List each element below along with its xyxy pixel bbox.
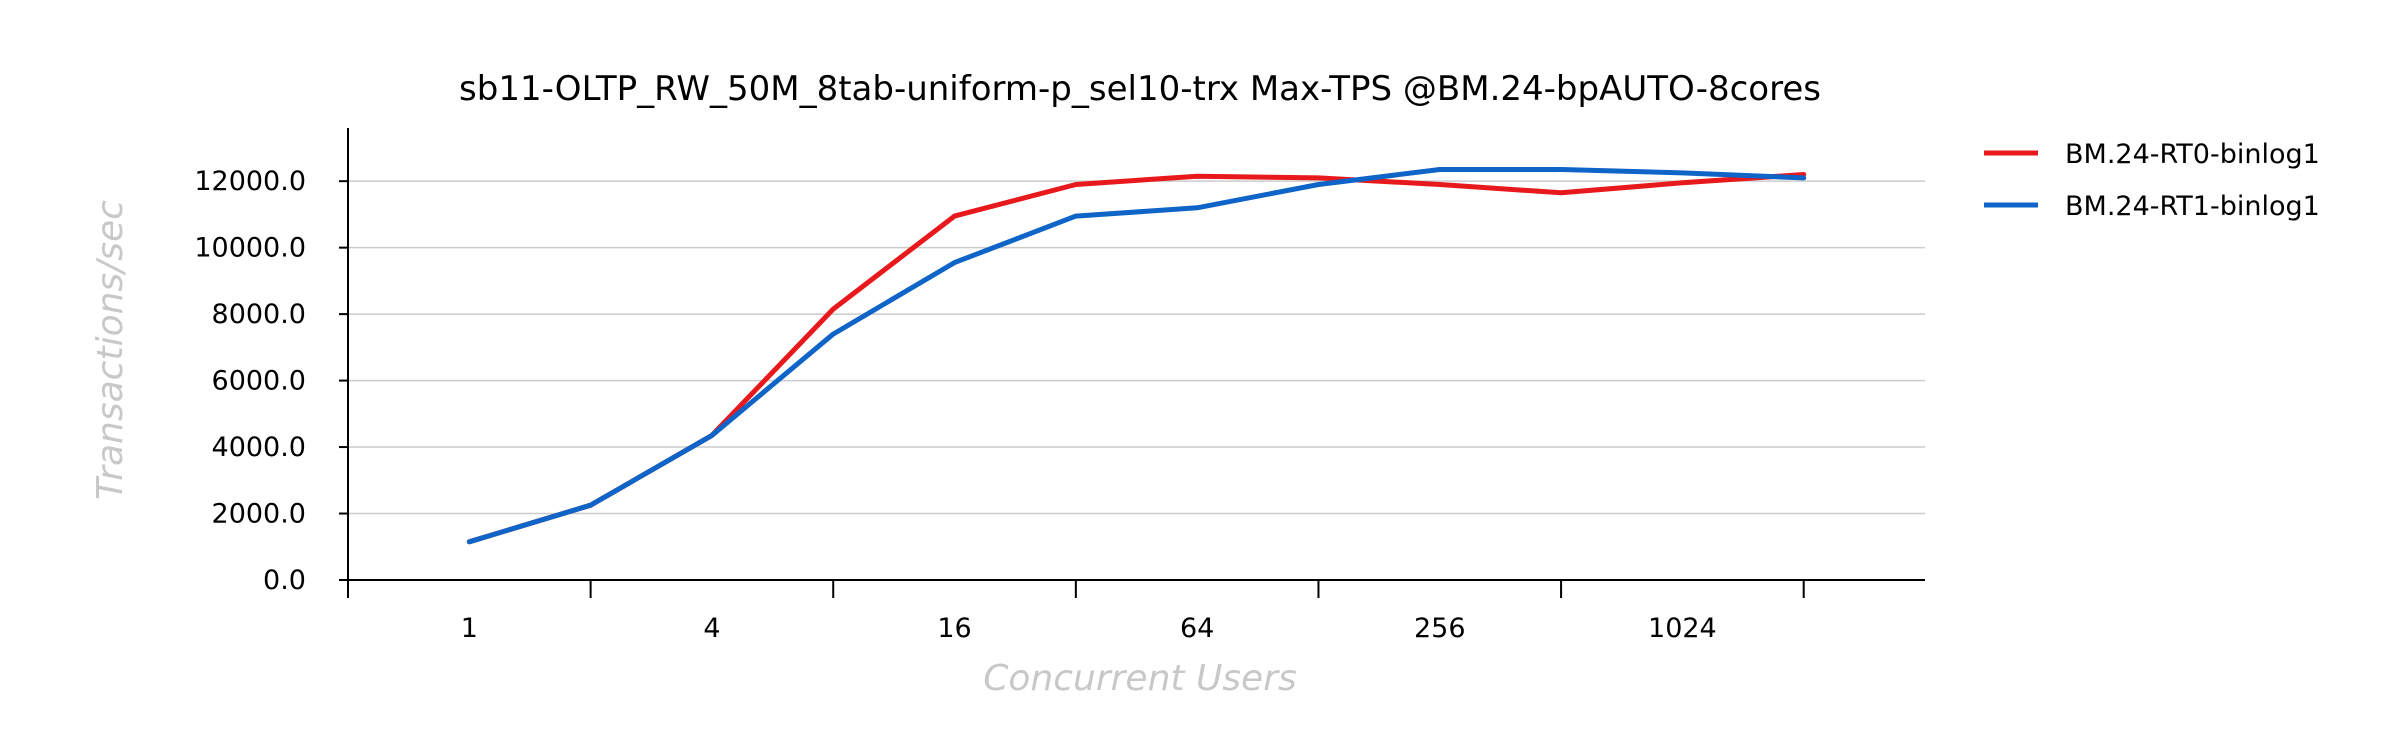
x-tick-label: 4 — [703, 613, 720, 644]
y-axis-ticks: 0.0 2000.0 4000.0 6000.0 8000.0 10000.0 12000.… — [194, 166, 348, 596]
x-axis-ticks: 1 4 16 64 256 1024 — [347, 580, 1805, 644]
legend-label-1: BM.24-RT0-binlog1 — [2065, 139, 2320, 170]
y-tick-label: 6000.0 — [212, 366, 306, 397]
chart-title: sb11-OLTP_RW_50M_8tab-uniform-p_sel10-tr… — [459, 69, 1821, 109]
x-tick-label: 1 — [461, 613, 478, 644]
series-line-2 — [466, 167, 1807, 545]
legend: BM.24-RT0-binlog1 BM.24-RT1-binlog1 — [1984, 139, 2320, 222]
y-tick-label: 8000.0 — [212, 299, 306, 330]
x-axis-label: Concurrent Users — [983, 658, 1297, 699]
x-tick-label: 256 — [1414, 613, 1466, 644]
x-tick-label: 64 — [1180, 613, 1214, 644]
x-tick-label: 1024 — [1648, 613, 1717, 644]
y-axis-label: Transactions/sec — [90, 200, 131, 500]
y-tick-label: 0.0 — [263, 565, 306, 596]
x-tick-label: 16 — [937, 613, 971, 644]
series-lines — [466, 167, 1807, 545]
y-tick-label: 4000.0 — [212, 432, 306, 463]
grid — [348, 180, 1925, 515]
y-tick-label: 12000.0 — [194, 166, 306, 197]
series-line-1 — [466, 172, 1807, 545]
legend-label-2: BM.24-RT1-binlog1 — [2065, 191, 2320, 222]
axes — [347, 128, 1925, 581]
y-tick-label: 10000.0 — [194, 233, 306, 264]
y-tick-label: 2000.0 — [212, 499, 306, 530]
